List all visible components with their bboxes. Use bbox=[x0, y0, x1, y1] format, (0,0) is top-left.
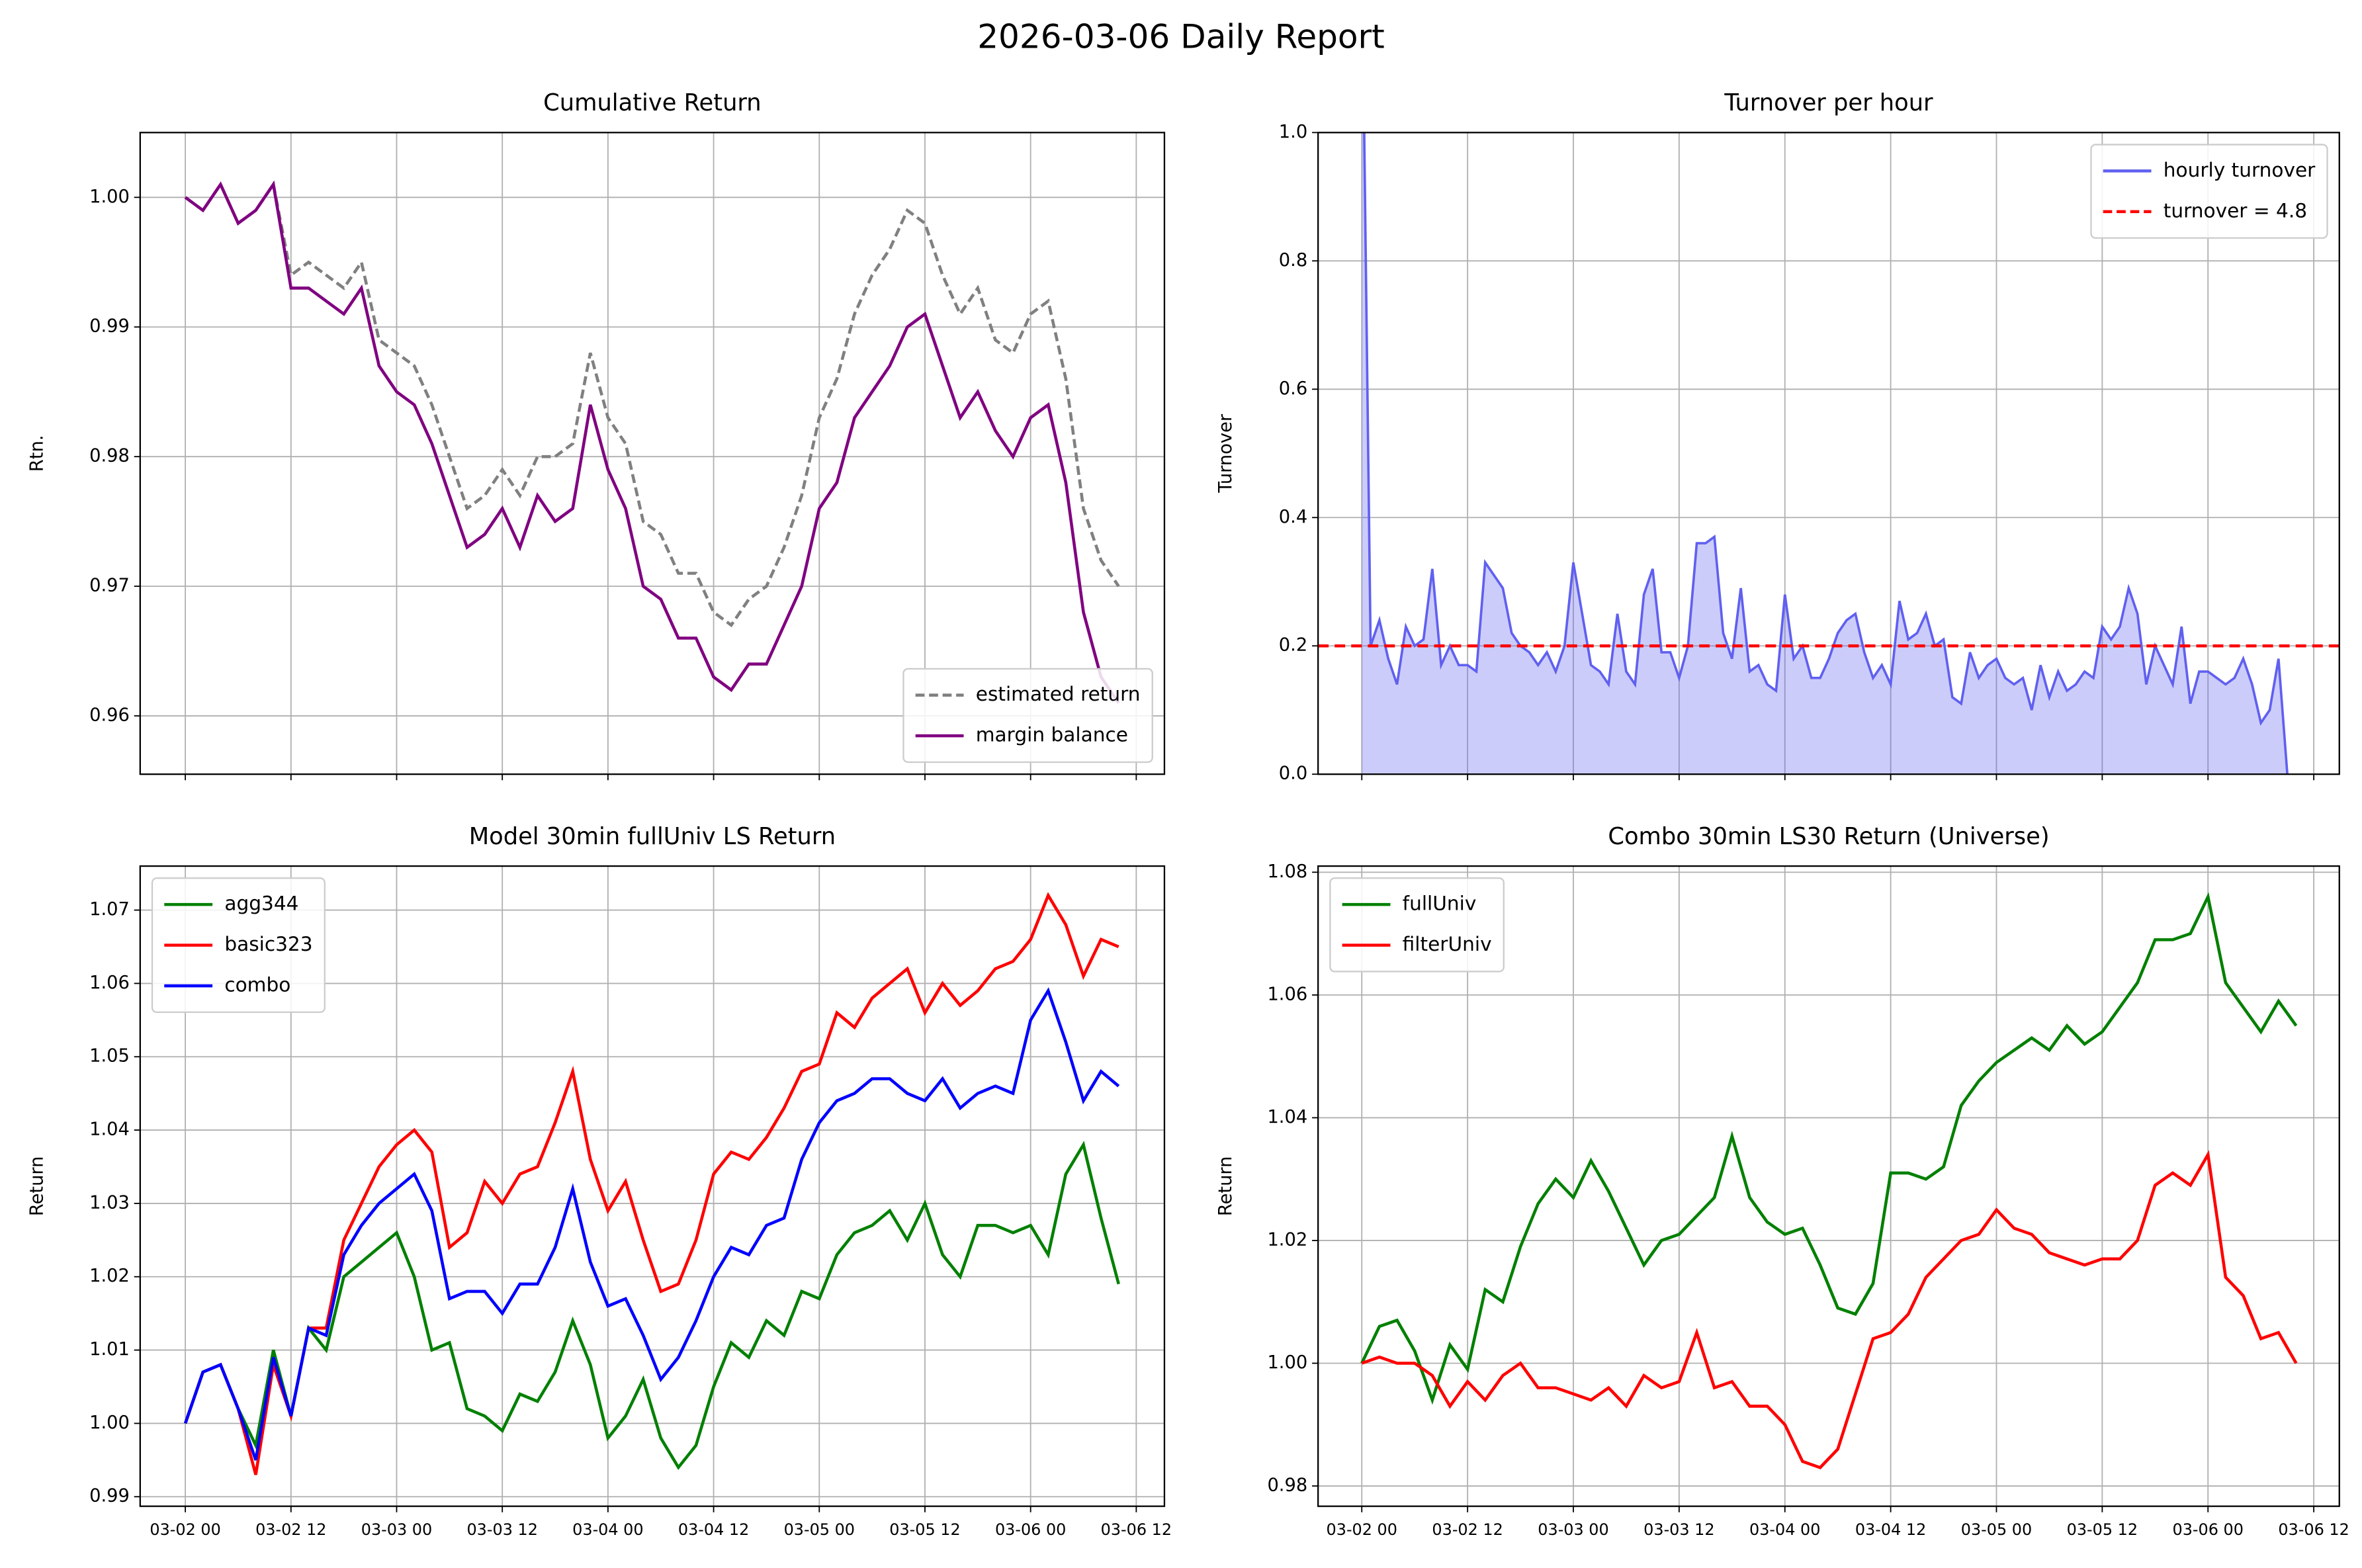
x-tick-label: 03-04 12 bbox=[678, 1520, 749, 1539]
y-tick-label: 0.99 bbox=[89, 316, 130, 337]
legend-label: combo bbox=[224, 974, 290, 996]
x-tick-label: 03-06 12 bbox=[1101, 1520, 1172, 1539]
axes-frame bbox=[1317, 865, 2340, 1507]
y-tick-label: 1.02 bbox=[1267, 1229, 1307, 1250]
x-tick-label: 03-04 12 bbox=[1855, 1520, 1926, 1539]
series-line bbox=[183, 1141, 1120, 1470]
axes-frame bbox=[139, 132, 1166, 775]
y-tick-label: 0.97 bbox=[89, 576, 130, 596]
y-tick-label: 1.07 bbox=[89, 899, 130, 920]
subplot: 0.0 0.2 0.4 0.6 0.8 1.0 Turnover per hour Turno… bbox=[1215, 89, 2340, 784]
y-tick-label: 0.98 bbox=[1267, 1475, 1307, 1496]
subplot: 0.96 0.97 0.98 0.99 1.00 Cumulative Return Rtn… bbox=[27, 89, 1166, 781]
y-tick-label: 1.06 bbox=[89, 973, 130, 993]
y-tick-label: 1.04 bbox=[89, 1119, 130, 1140]
x-tick-label: 03-03 00 bbox=[1538, 1520, 1608, 1539]
legend: estimated return margin balance bbox=[902, 668, 1153, 763]
x-tick-label: 03-02 12 bbox=[255, 1520, 326, 1539]
y-tick-label: 1.08 bbox=[1267, 861, 1307, 882]
y-axis-label: Return bbox=[1215, 1156, 1236, 1217]
subplot-title: Cumulative Return bbox=[543, 89, 762, 116]
y-tick-label: 1.00 bbox=[89, 187, 130, 207]
legend-label: fullUniv bbox=[1403, 893, 1477, 915]
x-tick-label: 03-04 00 bbox=[572, 1520, 643, 1539]
series-line bbox=[184, 180, 1120, 628]
x-tick-label: 03-03 12 bbox=[1643, 1520, 1714, 1539]
x-tick-label: 03-05 00 bbox=[1961, 1520, 2032, 1539]
x-tick-label: 03-04 00 bbox=[1749, 1520, 1820, 1539]
x-tick-label: 03-05 12 bbox=[889, 1520, 960, 1539]
y-tick-label: 1.01 bbox=[89, 1339, 130, 1360]
subplot: 03-02 00 03-02 12 03-03 00 03-03 12 03-04 00… bbox=[1215, 823, 2349, 1539]
y-tick-label: 0.4 bbox=[1279, 507, 1307, 527]
y-tick-label: 0.6 bbox=[1279, 378, 1307, 399]
legend-label: hourly turnover bbox=[2164, 159, 2316, 181]
legend-label: estimated return bbox=[976, 683, 1141, 705]
x-tick-label: 03-02 00 bbox=[1327, 1520, 1397, 1539]
legend: fullUniv filterUniv bbox=[1329, 877, 1505, 973]
y-tick-label: 0.0 bbox=[1279, 763, 1307, 784]
y-tick-label: 1.04 bbox=[1267, 1107, 1307, 1127]
legend: agg344 basic323 combo bbox=[151, 877, 326, 1014]
x-tick-label: 03-02 00 bbox=[150, 1520, 220, 1539]
area bbox=[1362, 132, 2288, 775]
x-tick-label: 03-06 00 bbox=[2173, 1520, 2244, 1539]
y-tick-label: 0.98 bbox=[89, 446, 130, 466]
legend-box bbox=[1329, 877, 1505, 973]
y-tick-label: 1.0 bbox=[1279, 122, 1307, 142]
series-line bbox=[1360, 892, 2298, 1405]
x-tick-label: 03-03 00 bbox=[361, 1520, 432, 1539]
axes-frame bbox=[1317, 132, 2340, 775]
legend-box bbox=[902, 668, 1153, 763]
legend: hourly turnover turnover = 4.8 bbox=[2090, 144, 2328, 239]
legend-label: margin balance bbox=[976, 724, 1128, 746]
subplot-title: Turnover per hour bbox=[1724, 89, 1933, 116]
subplot: 03-02 00 03-02 12 03-03 00 03-03 12 03-04 00… bbox=[27, 823, 1172, 1539]
subplot-title: Model 30min fullUniv LS Return bbox=[469, 823, 836, 850]
series-line bbox=[184, 180, 1120, 704]
legend-label: basic323 bbox=[224, 933, 312, 955]
y-tick-label: 1.00 bbox=[89, 1413, 130, 1433]
y-tick-label: 1.02 bbox=[89, 1266, 130, 1286]
series-line bbox=[183, 987, 1120, 1461]
y-tick-label: 0.99 bbox=[89, 1486, 130, 1506]
x-tick-label: 03-02 12 bbox=[1432, 1520, 1503, 1539]
series-line bbox=[1363, 132, 2289, 775]
y-tick-label: 1.03 bbox=[89, 1192, 130, 1213]
x-tick-label: 03-05 12 bbox=[2067, 1520, 2138, 1539]
legend-box bbox=[151, 877, 326, 1014]
y-axis-label: Turnover bbox=[1215, 414, 1236, 494]
report-title: 2026-03-06 Daily Report bbox=[977, 18, 1385, 56]
y-axis-label: Rtn. bbox=[27, 435, 48, 472]
y-tick-label: 1.05 bbox=[89, 1046, 130, 1067]
x-tick-label: 03-05 00 bbox=[784, 1520, 855, 1539]
y-tick-label: 0.2 bbox=[1279, 635, 1307, 656]
y-tick-label: 1.00 bbox=[1267, 1352, 1307, 1373]
series-line bbox=[1361, 1150, 2298, 1469]
subplot-title: Combo 30min LS30 Return (Universe) bbox=[1608, 823, 2049, 850]
x-tick-label: 03-06 12 bbox=[2278, 1520, 2349, 1539]
y-tick-label: 0.8 bbox=[1279, 250, 1307, 271]
legend-label: filterUniv bbox=[1403, 933, 1492, 955]
legend-label: agg344 bbox=[224, 893, 298, 915]
legend-box bbox=[2090, 144, 2328, 239]
axes-frame bbox=[139, 865, 1166, 1507]
x-tick-label: 03-03 12 bbox=[466, 1520, 537, 1539]
series-line bbox=[183, 892, 1119, 1475]
y-tick-label: 1.06 bbox=[1267, 984, 1307, 1004]
x-tick-label: 03-06 00 bbox=[995, 1520, 1066, 1539]
legend-label: turnover = 4.8 bbox=[2164, 199, 2307, 222]
y-axis-label: Return bbox=[27, 1156, 48, 1217]
y-tick-label: 0.96 bbox=[89, 705, 130, 726]
